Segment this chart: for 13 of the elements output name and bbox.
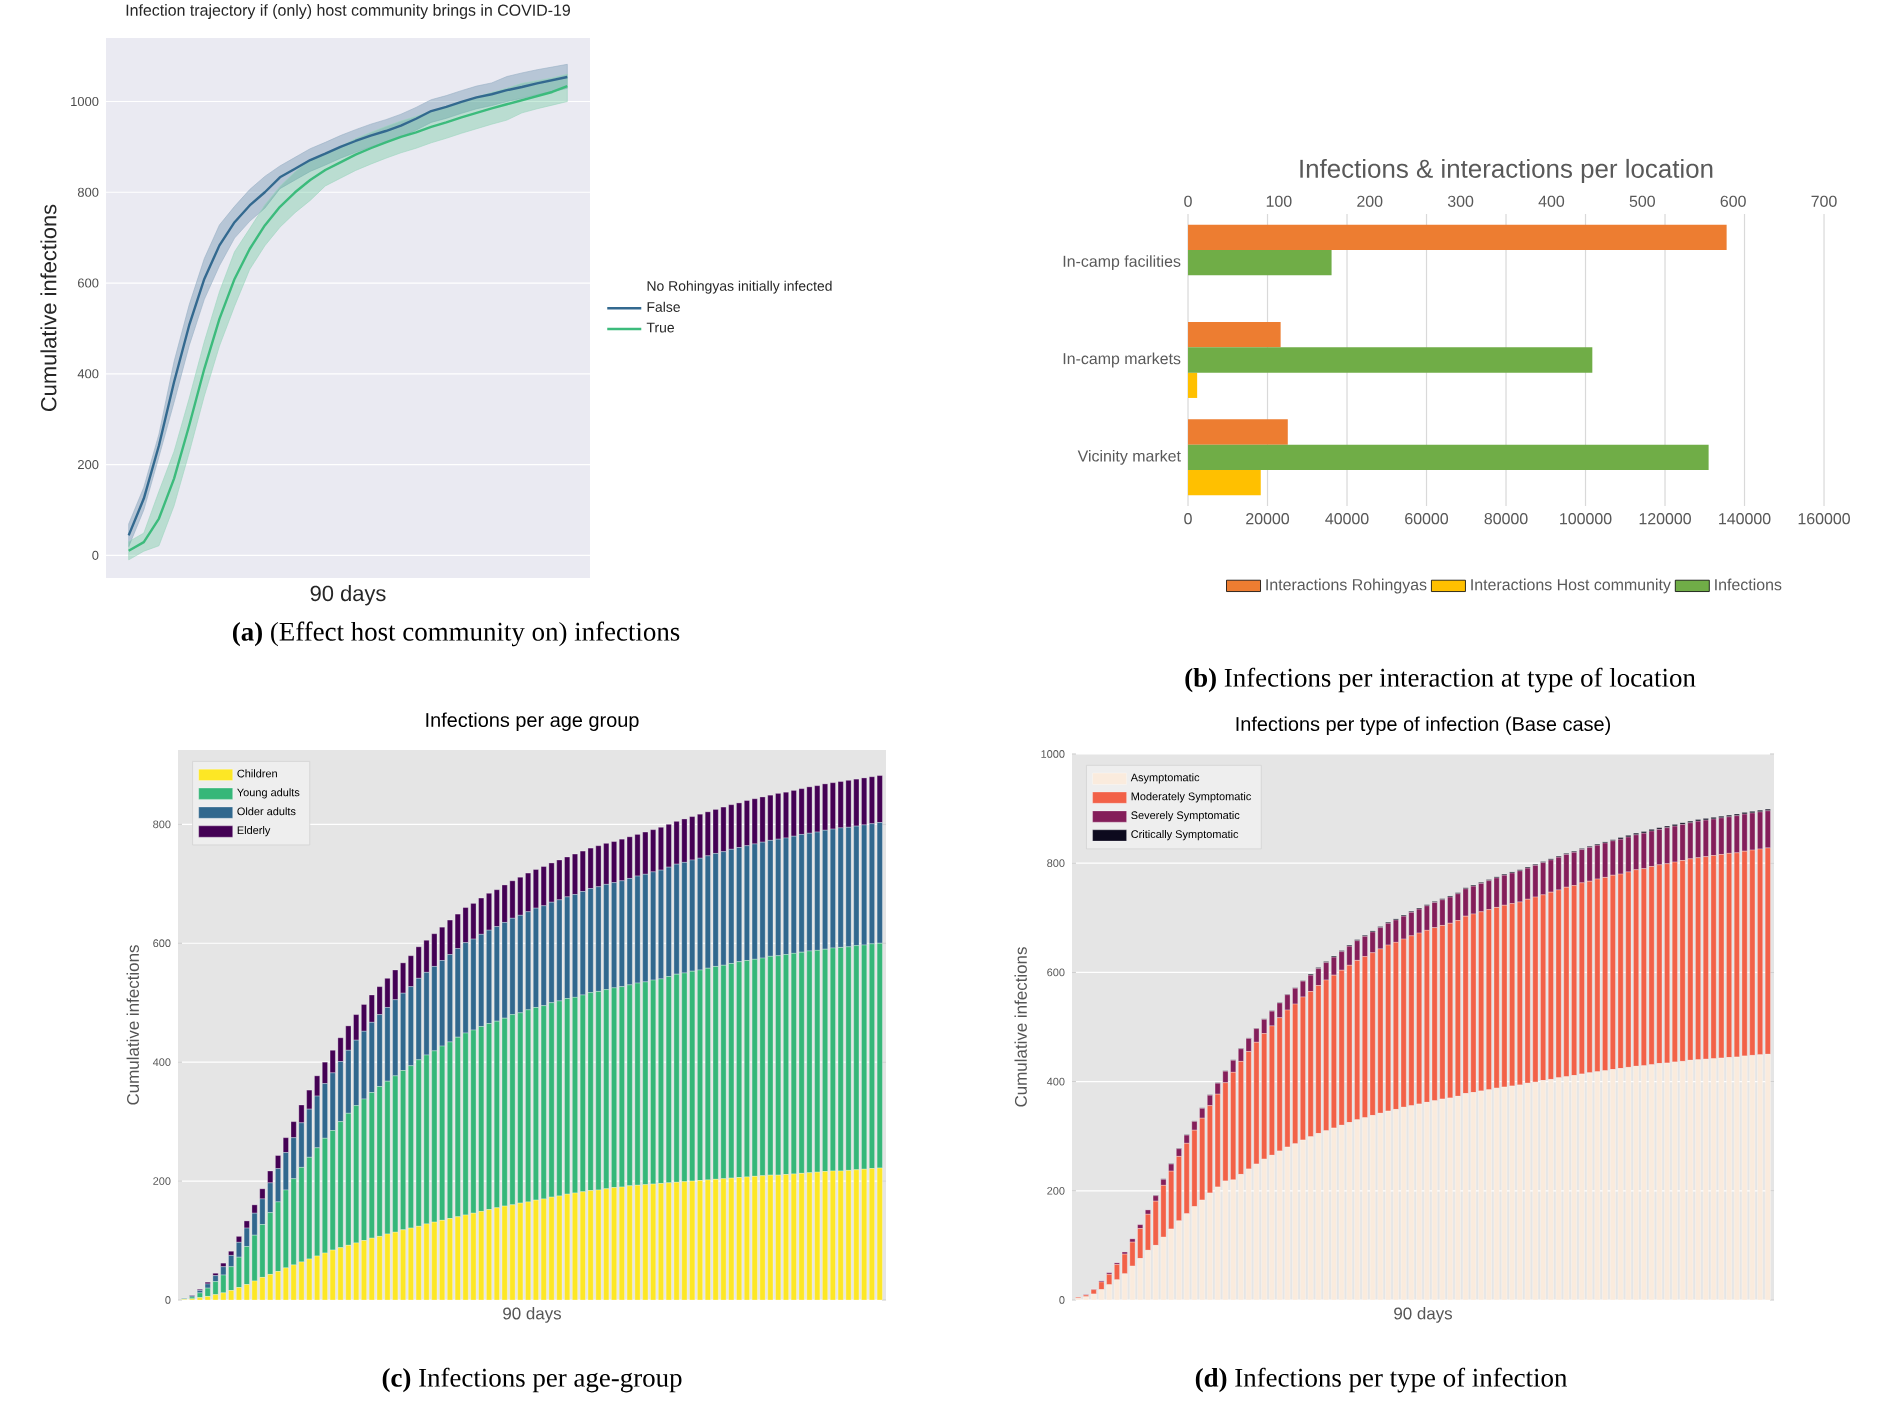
y-axis-title: Cumulative infections [1014,947,1027,1107]
chart-title: Infections per type of infection (Base case) [1236,716,1611,735]
x-axis-title: 90 days [310,585,386,606]
x-axis-title: 90 days [1394,1307,1453,1323]
y-axis-title: Cumulative infections [126,945,139,1105]
x-axis-title: 90 days [503,1307,562,1323]
y-axis-title: Cumulative infections [40,204,57,412]
text: (b) Infections per interaction at type of location [1185,667,1696,693]
text: (c) Infections per age-group [382,1367,682,1393]
text: (d) Infections per type of infection [1195,1367,1568,1393]
chart-title: Infections per age group [426,712,639,731]
chart-title: Infections & interactions per location [1300,158,1713,184]
text: (a) (Effect host community on) infections [232,621,680,647]
